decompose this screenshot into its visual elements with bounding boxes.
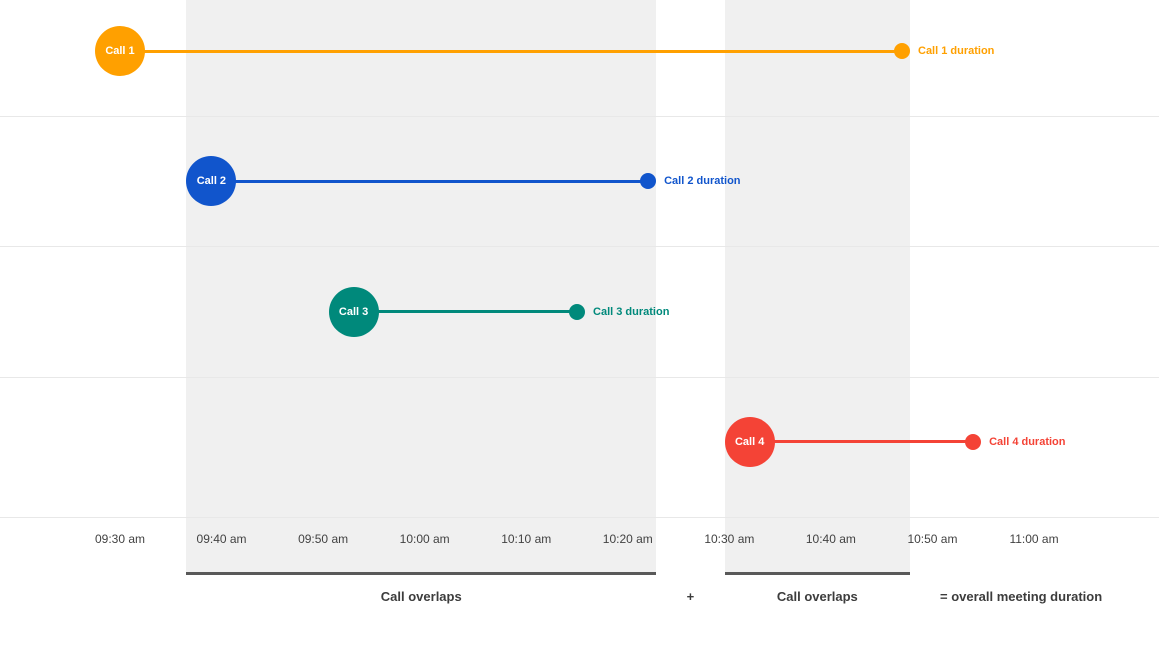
x-axis-tick-label: 09:50 am bbox=[298, 532, 349, 546]
overlap-band bbox=[186, 0, 657, 575]
call-end-marker bbox=[640, 173, 657, 190]
overlap-caption: Call overlaps bbox=[380, 589, 462, 604]
call-duration-label: Call 2 duration bbox=[664, 175, 741, 188]
call-end-marker bbox=[894, 43, 910, 59]
row-gridline bbox=[0, 376, 1159, 378]
call-end-marker bbox=[965, 433, 982, 450]
overall-duration-label: = overall meeting duration bbox=[940, 589, 1103, 604]
call-duration-label: Call 1 duration bbox=[918, 45, 995, 57]
row-gridline bbox=[0, 116, 1159, 118]
call-duration-label: Call 4 duration bbox=[989, 435, 1066, 448]
call-end-marker bbox=[569, 303, 586, 320]
call-duration-line bbox=[120, 49, 902, 53]
call-duration-line bbox=[749, 440, 974, 444]
x-axis-tick-label: 09:30 am bbox=[94, 532, 146, 546]
overlap-caption: Call overlaps bbox=[776, 589, 858, 604]
row-gridline bbox=[0, 246, 1159, 248]
x-axis-line bbox=[0, 517, 1159, 518]
call-start-marker: Call 4 bbox=[724, 416, 775, 467]
call-duration-label: Call 3 duration bbox=[593, 305, 670, 318]
x-axis-tick-label: 10:20 am bbox=[602, 532, 653, 546]
x-axis-tick-label: 09:40 am bbox=[196, 532, 247, 546]
x-axis-tick-label: 10:10 am bbox=[501, 532, 552, 546]
call-duration-line bbox=[211, 179, 649, 183]
call-start-marker: Call 3 bbox=[328, 286, 379, 337]
call-start-marker: Call 2 bbox=[186, 156, 237, 207]
x-axis-tick-label: 10:40 am bbox=[805, 532, 856, 546]
call-start-marker: Call 1 bbox=[95, 26, 145, 76]
call-duration-line bbox=[353, 310, 577, 314]
x-axis-tick-label: 10:50 am bbox=[907, 532, 958, 546]
overlap-band bbox=[724, 0, 910, 575]
x-axis-tick-label: 10:30 am bbox=[704, 532, 755, 546]
plus-sign: + bbox=[686, 589, 695, 604]
x-axis-tick-label: 11:00 am bbox=[1009, 532, 1059, 546]
x-axis-tick-label: 10:00 am bbox=[399, 532, 450, 546]
